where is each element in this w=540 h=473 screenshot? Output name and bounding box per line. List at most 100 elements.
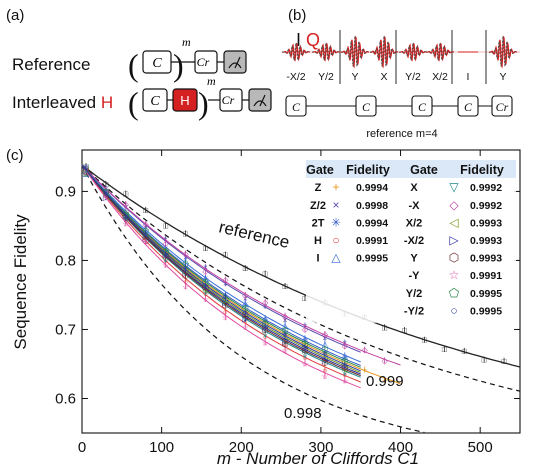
sequence-caption: reference m=4 <box>366 128 437 140</box>
fidelity-table: Gate Fidelity Gate Fidelity Z +0.9994 Z/2 × 0.99… <box>306 160 516 323</box>
data-point--Y/2: ○ <box>263 324 268 333</box>
data-point-I: △ <box>143 224 150 233</box>
recovery-gate-label: Cr <box>197 55 210 69</box>
sequence-gate-label: Cr <box>496 100 509 114</box>
data-point--X: ◇ <box>322 330 329 339</box>
table-marker-icon: ⬠ <box>449 286 460 300</box>
table-fidelity: 0.9995 <box>470 288 502 300</box>
table-header: Fidelity <box>346 163 390 177</box>
table-fidelity: 0.9995 <box>470 305 502 317</box>
table-gate: I <box>316 253 319 265</box>
table-fidelity: 0.9993 <box>470 253 502 265</box>
data-point--Y: ☆ <box>142 237 149 246</box>
i-pulse <box>282 42 310 61</box>
table-fidelity: 0.9992 <box>470 200 502 212</box>
data-point--Y/2: ○ <box>342 361 347 370</box>
bound-0999-annotation: 0.999 <box>366 373 404 390</box>
q-pulse <box>369 35 399 69</box>
pulse-label: I <box>467 71 470 83</box>
table-marker-icon: ⬡ <box>449 251 459 265</box>
open-paren-reference: ( <box>128 47 139 83</box>
pulse-waveforms <box>281 30 520 84</box>
data-point-X: ▽ <box>123 217 130 226</box>
table-fidelity: 0.9993 <box>470 235 502 247</box>
data-point--Y/2: ○ <box>163 251 168 260</box>
x-tick-label: 200 <box>229 439 254 456</box>
data-point-X: ▽ <box>83 163 90 172</box>
fit-curve-Z <box>81 164 401 385</box>
interleaved-label: Interleaved H <box>12 93 113 112</box>
panel-c-label: (c) <box>6 147 24 164</box>
data-point-X/2: ◁ <box>322 353 329 362</box>
pulse-label: Y <box>499 71 506 83</box>
data-point-reference: □ <box>502 357 507 366</box>
table-fidelity: 0.9993 <box>470 217 502 229</box>
x-tick-label: 0 <box>78 439 86 456</box>
sequence-gate-box <box>457 95 479 117</box>
data-point-Y/2: ⬠ <box>83 169 90 178</box>
data-point-I: △ <box>322 339 329 348</box>
table-fidelity: 0.9994 <box>356 217 388 229</box>
data-point-reference: □ <box>163 222 168 231</box>
data-point--Y: ☆ <box>202 295 209 304</box>
pulse-label: -X/2 <box>286 71 305 83</box>
close-paren-reference: ) <box>173 47 184 83</box>
data-point-I: △ <box>342 351 349 360</box>
exponent-m-interleaved: m <box>207 74 216 88</box>
data-point--X/2: ▷ <box>282 337 289 346</box>
open-paren-interleaved: ( <box>128 85 139 121</box>
data-point-reference: □ <box>442 345 447 354</box>
data-point-H: ○ <box>303 353 308 362</box>
x-tick-label: 500 <box>468 439 493 456</box>
data-point--Y/2: ○ <box>223 292 228 301</box>
data-point-Z/2: × <box>283 316 288 325</box>
table-header: Fidelity <box>460 163 504 177</box>
pulse-label: X/2 <box>432 71 448 83</box>
table-gate: Y <box>410 253 418 265</box>
data-point-X: ▽ <box>262 330 269 339</box>
data-point--Y/2: ○ <box>84 163 89 172</box>
data-point--X: ◇ <box>83 163 90 172</box>
data-point--Y/2: ○ <box>103 189 108 198</box>
data-point-X: ▽ <box>302 351 309 360</box>
data-point-I: △ <box>163 244 170 253</box>
sequence-gate-label: C <box>418 100 427 114</box>
table-header-bg <box>306 160 516 178</box>
data-point-Z/2: × <box>263 302 268 311</box>
data-point--Y: ☆ <box>262 339 269 348</box>
data-point-reference: □ <box>183 229 188 238</box>
table-fidelity: 0.9998 <box>356 200 388 212</box>
panel-c: (c) 0 100 200 300 400 500 0.6 0.7 0.8 0.9 □ □ □ □ □ □ □ □… <box>6 147 521 468</box>
data-point-reference: □ <box>243 264 248 273</box>
y-tick-label: 0.8 <box>55 252 76 269</box>
data-point-reference: □ <box>223 251 228 260</box>
data-point-Y/2: ⬠ <box>302 340 309 349</box>
data-point-I: △ <box>182 256 189 265</box>
table-gate: -X <box>409 200 421 212</box>
data-point--Y/2: ○ <box>322 349 327 358</box>
data-point--Y: ☆ <box>301 359 308 368</box>
table-fidelity: 0.9995 <box>356 253 388 265</box>
bound-0998-annotation: 0.998 <box>284 405 322 422</box>
pulse-labels: -X/2 Y/2 Y X Y/2 X/2 I Y <box>286 71 506 83</box>
y-axis-label: Sequence Fidelity <box>11 214 30 350</box>
table-header: Gate <box>306 163 334 177</box>
data-point-H: ○ <box>342 371 347 380</box>
y-tick-label: 0.7 <box>55 321 76 338</box>
exponent-m-reference: m <box>182 35 191 49</box>
data-point--Y: ☆ <box>162 261 169 270</box>
table-marker-icon: ○ <box>450 303 457 317</box>
table-gate: -Y/2 <box>404 305 424 317</box>
data-point--X: ◇ <box>262 298 269 307</box>
x-tick-label: 400 <box>388 439 413 456</box>
data-point-I: △ <box>282 321 289 330</box>
bound-curve-0.998 <box>81 164 425 434</box>
data-point-Y/2: ⬠ <box>262 319 269 328</box>
pulse-label: Y/2 <box>405 71 421 83</box>
measurement-box <box>248 88 272 112</box>
data-point--X: ◇ <box>202 267 209 276</box>
table-marker-icon: ◁ <box>449 215 459 229</box>
data-point-reference: □ <box>382 323 387 332</box>
data-point--Y/2: ○ <box>143 229 148 238</box>
data-point-I: △ <box>242 299 249 308</box>
